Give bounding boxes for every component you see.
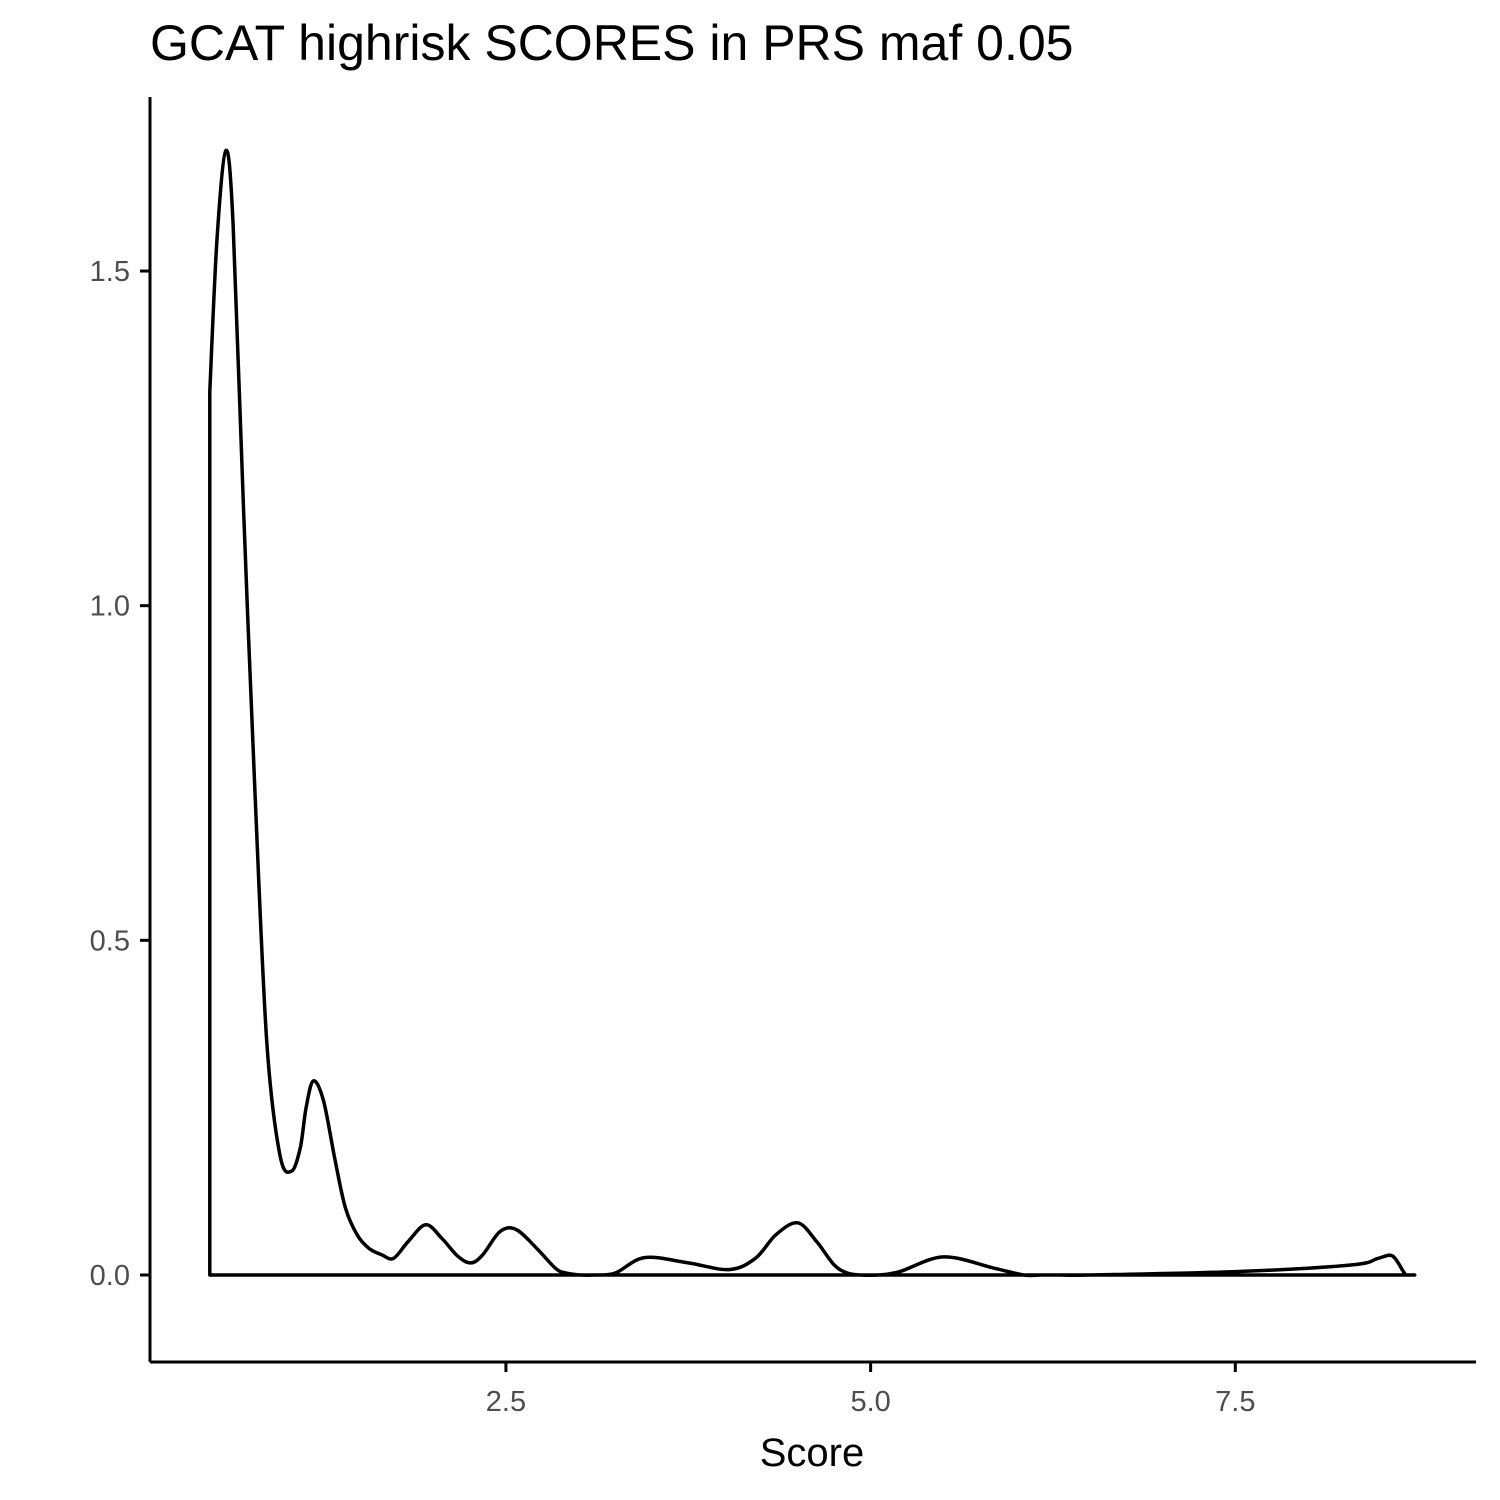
axes — [148, 97, 1476, 1364]
x-axis-title: Score — [760, 1431, 865, 1475]
ticks: 0.0 0.5 1.0 1.5 2.5 5.0 7.5 — [90, 256, 1256, 1418]
chart-title: GCAT highrisk SCORES in PRS maf 0.05 — [150, 15, 1074, 71]
x-tick-label: 7.5 — [1215, 1386, 1255, 1418]
x-tick-label: 2.5 — [486, 1386, 526, 1418]
plot-area — [208, 148, 1417, 1278]
density-curve — [208, 148, 1417, 1278]
x-tick-label: 5.0 — [850, 1386, 890, 1418]
y-tick-label: 0.5 — [90, 925, 130, 957]
y-tick-label: 1.0 — [90, 591, 130, 623]
y-tick-label: 0.0 — [90, 1260, 130, 1292]
y-tick-label: 1.5 — [90, 256, 130, 288]
